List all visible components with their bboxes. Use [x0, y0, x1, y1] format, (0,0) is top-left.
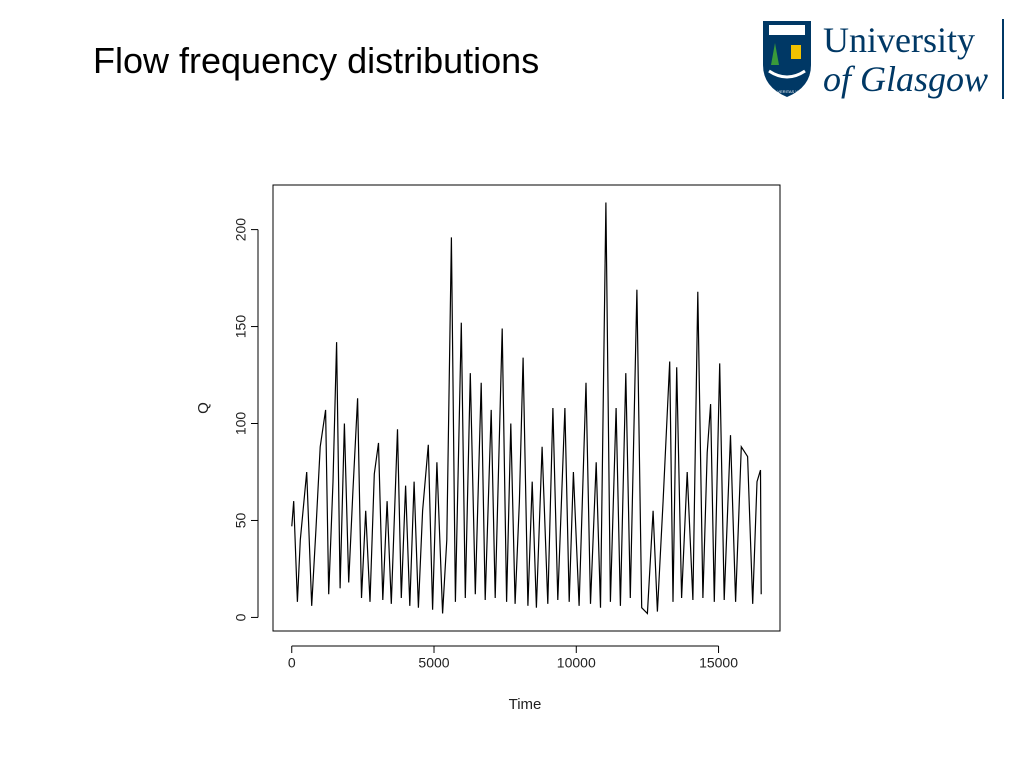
logo-text: University — [823, 20, 975, 60]
y-axis-label: Q — [195, 402, 212, 414]
logo-tree — [771, 43, 779, 65]
logo-motto: VIA VERITAS VITA — [770, 89, 804, 94]
x-axis-label: Time — [509, 696, 542, 713]
logo-fish — [768, 69, 806, 79]
x-tick-label: 5000 — [418, 655, 449, 671]
y-tick-label: 200 — [233, 218, 249, 242]
flow-line — [291, 202, 762, 615]
x-tick-label: 10000 — [557, 655, 596, 671]
logo-bell — [791, 45, 801, 59]
y-tick-label: 50 — [233, 512, 249, 528]
slide-title: Flow frequency distributions — [93, 40, 540, 81]
plot-frame — [272, 184, 781, 632]
y-tick-label: 0 — [233, 613, 249, 621]
y-tick-label: 150 — [233, 315, 249, 339]
logo-book — [769, 25, 805, 35]
logo: VIA VERITAS VITA University of Glasgow — [763, 19, 1004, 99]
logo-shield — [763, 21, 811, 97]
y-tick-label: 100 — [233, 412, 249, 436]
logo-text: of Glasgow — [823, 59, 988, 99]
x-tick-label: 0 — [288, 655, 296, 671]
x-tick-label: 15000 — [699, 655, 738, 671]
